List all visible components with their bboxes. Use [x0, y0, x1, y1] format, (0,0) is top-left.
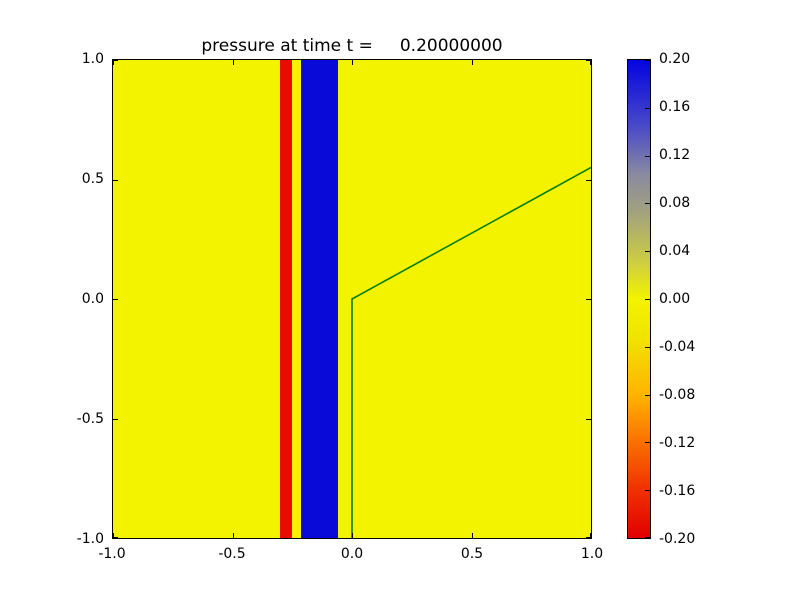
colorbar-tick-label: -0.20 — [659, 531, 696, 547]
y-tick-label: 0.0 — [81, 291, 104, 307]
colorbar-tick-label: 0.20 — [659, 51, 691, 67]
interface-line-path — [351, 166, 591, 538]
tick-mark — [645, 537, 650, 538]
tick-mark — [352, 533, 353, 538]
tick-mark — [586, 537, 591, 538]
tick-mark — [645, 395, 650, 396]
tick-mark — [590, 60, 591, 65]
tick-mark — [645, 60, 650, 61]
tick-mark — [472, 533, 473, 538]
colorbar-tick-label: -0.12 — [659, 435, 696, 451]
tick-mark — [586, 299, 591, 300]
x-tick-label: 0.0 — [340, 546, 364, 562]
tick-mark — [352, 60, 353, 65]
tick-mark — [113, 419, 118, 420]
tick-mark — [645, 203, 650, 204]
tick-mark — [113, 180, 118, 181]
tick-mark — [645, 442, 650, 443]
tick-mark — [586, 419, 591, 420]
chart-title: pressure at time t = 0.20000000 — [201, 36, 503, 56]
tick-mark — [586, 60, 591, 61]
colorbar-tick-label: 0.16 — [659, 99, 691, 115]
tick-mark — [645, 299, 650, 300]
tick-mark — [645, 108, 650, 109]
colorbar-tick-label: 0.08 — [659, 195, 691, 211]
y-tick-label: 0.5 — [81, 171, 104, 187]
tick-mark — [645, 490, 650, 491]
tick-mark — [645, 251, 650, 252]
tick-mark — [586, 180, 591, 181]
colorbar-tick-label: 0.00 — [659, 291, 691, 307]
tick-mark — [113, 60, 114, 65]
y-tick-label: 1.0 — [81, 51, 104, 67]
colorbar-tick-label: -0.16 — [659, 483, 696, 499]
tick-mark — [472, 60, 473, 65]
tick-mark — [645, 156, 650, 157]
x-tick-label: -1.0 — [98, 546, 126, 562]
x-tick-label: 1.0 — [580, 546, 604, 562]
y-tick-label: -0.5 — [76, 411, 104, 427]
plot-area — [112, 59, 592, 539]
tick-mark — [113, 299, 118, 300]
y-tick-label: -1.0 — [76, 531, 104, 547]
tick-mark — [113, 533, 114, 538]
negative-pressure-stripe — [280, 60, 293, 538]
colorbar-tick-label: -0.04 — [659, 339, 696, 355]
colorbar — [627, 59, 651, 539]
colorbar-tick-label: 0.12 — [659, 147, 691, 163]
tick-mark — [645, 347, 650, 348]
tick-mark — [233, 60, 234, 65]
tick-mark — [590, 533, 591, 538]
interface-line — [351, 166, 591, 538]
x-tick-label: 0.5 — [460, 546, 484, 562]
tick-mark — [113, 60, 118, 61]
tick-mark — [113, 537, 118, 538]
positive-pressure-stripe — [300, 60, 338, 538]
colorbar-tick-label: -0.08 — [659, 387, 696, 403]
x-tick-label: -0.5 — [218, 546, 246, 562]
colorbar-tick-label: 0.04 — [659, 243, 691, 259]
tick-mark — [233, 533, 234, 538]
